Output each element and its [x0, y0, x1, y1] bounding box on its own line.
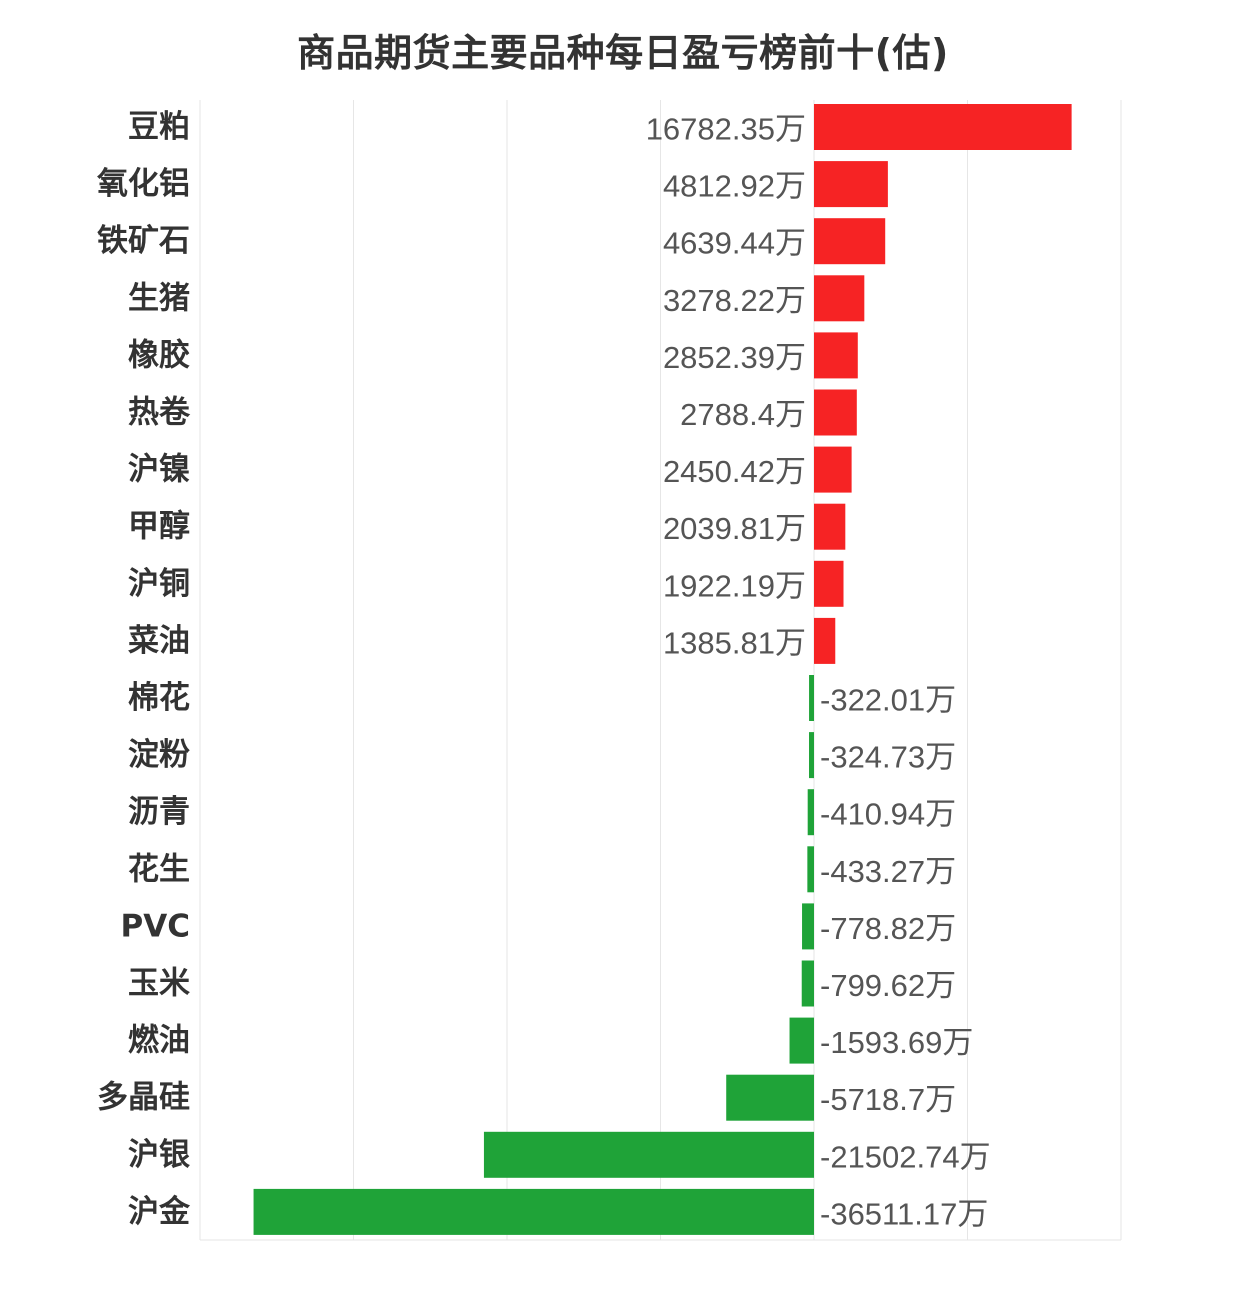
bar-5 [814, 389, 857, 436]
bar-9 [814, 617, 836, 664]
category-label-3: 生猪 [128, 280, 190, 316]
bar-6 [814, 446, 852, 493]
category-label-5: 热卷 [128, 395, 191, 431]
value-label-5: 2788.4万 [680, 397, 806, 432]
value-label-19: -36511.17万 [820, 1196, 988, 1231]
value-label-9: 1385.81万 [663, 625, 806, 660]
bar-13 [807, 846, 814, 893]
bar-11 [809, 732, 814, 779]
value-label-6: 2450.42万 [663, 454, 806, 489]
value-label-14: -778.82万 [820, 911, 956, 946]
category-label-15: 玉米 [128, 966, 190, 1002]
bar-16 [789, 1017, 814, 1064]
category-label-0: 豆粕 [128, 109, 190, 145]
bar-15 [801, 960, 814, 1007]
grid-layer [199, 100, 1122, 1241]
category-label-7: 甲醇 [128, 509, 190, 545]
bar-18 [483, 1131, 814, 1178]
bar-17 [726, 1074, 814, 1121]
category-label-18: 沪银 [128, 1137, 190, 1173]
bar-2 [814, 218, 886, 265]
value-label-4: 2852.39万 [663, 340, 806, 375]
category-label-1: 氧化铝 [97, 166, 190, 202]
value-label-0: 16782.35万 [646, 112, 806, 147]
value-label-13: -433.27万 [820, 854, 956, 889]
bar-0 [814, 104, 1072, 150]
category-label-8: 沪铜 [128, 566, 190, 602]
bar-14 [802, 903, 814, 950]
bar-layer [253, 104, 1072, 1235]
bar-19 [253, 1188, 815, 1235]
value-label-3: 3278.22万 [663, 283, 806, 318]
value-label-12: -410.94万 [820, 797, 956, 832]
value-label-8: 1922.19万 [663, 568, 806, 603]
category-label-19: 沪金 [128, 1194, 191, 1230]
category-label-10: 棉花 [128, 680, 190, 716]
value-label-10: -322.01万 [820, 683, 956, 718]
value-label-1: 4812.92万 [663, 169, 806, 204]
value-label-2: 4639.44万 [663, 226, 806, 261]
bar-8 [814, 560, 844, 607]
category-label-13: 花生 [128, 851, 190, 887]
category-label-16: 燃油 [128, 1023, 190, 1059]
bar-4 [814, 332, 858, 379]
value-label-17: -5718.7万 [820, 1082, 956, 1117]
value-label-16: -1593.69万 [820, 1025, 973, 1060]
bar-12 [807, 789, 814, 836]
category-label-6: 沪镍 [128, 452, 190, 488]
category-label-12: 沥青 [128, 794, 190, 830]
value-label-11: -324.73万 [820, 740, 956, 775]
category-label-14: PVC [121, 908, 190, 944]
category-label-11: 淀粉 [128, 737, 190, 773]
bar-1 [814, 161, 888, 208]
bar-10 [809, 675, 814, 721]
value-label-18: -21502.74万 [820, 1139, 991, 1174]
category-label-9: 菜油 [128, 623, 190, 659]
category-label-2: 铁矿石 [97, 223, 190, 259]
value-label-15: -799.62万 [820, 968, 956, 1003]
bar-3 [814, 275, 865, 322]
chart-title: 商品期货主要品种每日盈亏榜前十(估) [297, 31, 949, 75]
category-label-4: 橡胶 [128, 337, 190, 373]
category-label-17: 多晶硅 [97, 1080, 190, 1116]
bar-7 [814, 503, 846, 550]
value-label-7: 2039.81万 [663, 511, 806, 546]
